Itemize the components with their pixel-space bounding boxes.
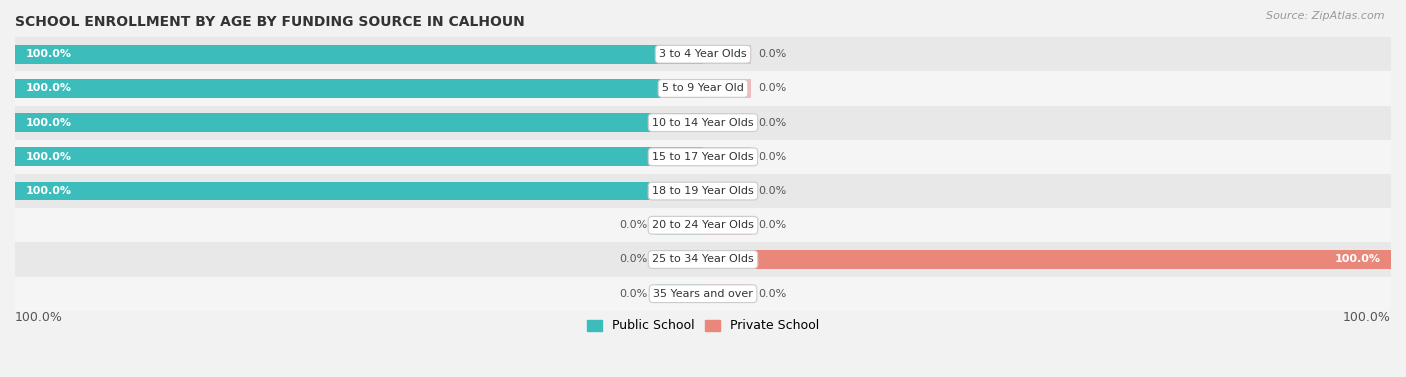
Bar [703,113,751,132]
Text: 0.0%: 0.0% [620,220,648,230]
Bar [15,208,1391,242]
Text: 0.0%: 0.0% [758,152,786,162]
Bar [703,147,751,166]
Text: 3 to 4 Year Olds: 3 to 4 Year Olds [659,49,747,59]
Bar [15,71,1391,106]
Text: 0.0%: 0.0% [620,289,648,299]
Text: 100.0%: 100.0% [15,311,63,324]
Bar [703,45,751,64]
Legend: Public School, Private School: Public School, Private School [582,314,824,337]
Text: 0.0%: 0.0% [620,254,648,265]
Text: SCHOOL ENROLLMENT BY AGE BY FUNDING SOURCE IN CALHOUN: SCHOOL ENROLLMENT BY AGE BY FUNDING SOUR… [15,15,524,29]
Bar [15,113,703,132]
Text: 0.0%: 0.0% [758,118,786,128]
Bar [703,250,1391,269]
Bar [15,277,1391,311]
Text: 100.0%: 100.0% [25,49,72,59]
Bar [15,37,1391,71]
Text: 100.0%: 100.0% [25,83,72,93]
Bar [703,182,751,201]
Text: 5 to 9 Year Old: 5 to 9 Year Old [662,83,744,93]
Text: 20 to 24 Year Olds: 20 to 24 Year Olds [652,220,754,230]
Bar [15,106,1391,140]
Text: 100.0%: 100.0% [1334,254,1381,265]
Text: 0.0%: 0.0% [758,220,786,230]
Bar [655,284,703,303]
Bar [15,242,1391,277]
Bar [15,45,703,64]
Bar [655,216,703,234]
Text: 15 to 17 Year Olds: 15 to 17 Year Olds [652,152,754,162]
Bar [15,147,703,166]
Bar [703,284,751,303]
Bar [703,79,751,98]
Text: 100.0%: 100.0% [25,118,72,128]
Text: 10 to 14 Year Olds: 10 to 14 Year Olds [652,118,754,128]
Text: 100.0%: 100.0% [1343,311,1391,324]
Bar [15,140,1391,174]
Bar [655,250,703,269]
Bar [15,174,1391,208]
Text: 18 to 19 Year Olds: 18 to 19 Year Olds [652,186,754,196]
Text: 35 Years and over: 35 Years and over [652,289,754,299]
Text: 0.0%: 0.0% [758,289,786,299]
Text: 0.0%: 0.0% [758,186,786,196]
Text: Source: ZipAtlas.com: Source: ZipAtlas.com [1267,11,1385,21]
Text: 25 to 34 Year Olds: 25 to 34 Year Olds [652,254,754,265]
Bar [15,182,703,201]
Text: 100.0%: 100.0% [25,152,72,162]
Text: 100.0%: 100.0% [25,186,72,196]
Text: 0.0%: 0.0% [758,83,786,93]
Bar [703,216,751,234]
Text: 0.0%: 0.0% [758,49,786,59]
Bar [15,79,703,98]
